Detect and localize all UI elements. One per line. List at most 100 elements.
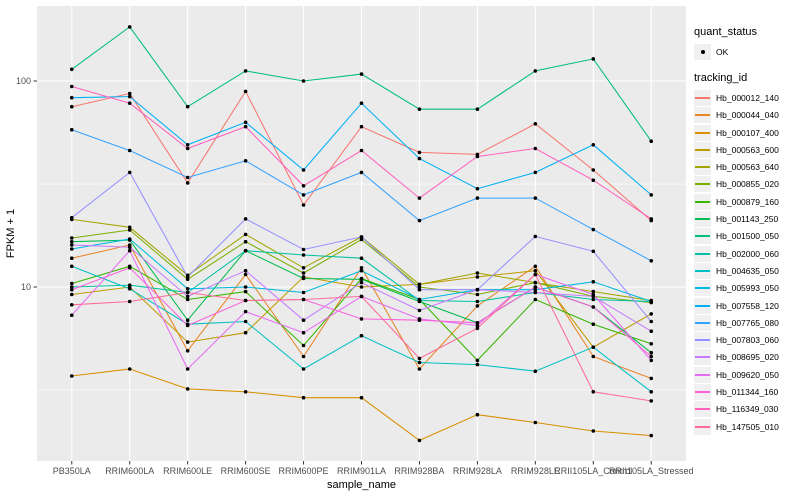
data-point [243, 309, 248, 314]
data-point [359, 333, 364, 338]
line-swatch-icon [695, 96, 710, 99]
legend-key-box [694, 159, 711, 176]
data-point [69, 236, 74, 240]
data-point [243, 390, 248, 394]
x-tick-label: RRII105LA_Control [554, 466, 632, 476]
line-swatch-icon [695, 218, 710, 221]
x-tick-label: RRII105LA_Stressed [609, 466, 694, 476]
data-point [243, 239, 248, 244]
data-point [243, 272, 248, 277]
data-point [69, 84, 74, 89]
data-point [301, 367, 306, 371]
data-point [591, 297, 596, 302]
data-point [649, 312, 654, 316]
data-point [359, 268, 364, 273]
legend-label-ok: OK [716, 46, 729, 57]
legend-item-Hb_008695_020: Hb_008695_020 [694, 349, 798, 366]
data-point [127, 283, 132, 288]
data-point [127, 248, 132, 253]
data-point [417, 367, 422, 371]
legend-label: Hb_000879_160 [716, 196, 779, 207]
data-point [591, 168, 596, 172]
legend-key-box [694, 176, 711, 193]
data-point [301, 276, 306, 281]
data-point [127, 94, 132, 99]
line-swatch-icon [695, 339, 710, 342]
data-point [475, 323, 480, 328]
legend-label: Hb_000855_020 [716, 179, 779, 190]
data-point [127, 170, 132, 175]
data-point [359, 266, 364, 270]
data-point [591, 57, 596, 61]
data-point [359, 170, 364, 175]
data-point [69, 215, 74, 220]
line-swatch-icon [695, 373, 710, 376]
data-point [533, 196, 538, 200]
data-point [301, 193, 306, 197]
legend-item-quant-ok: OK [694, 43, 798, 60]
data-point [649, 319, 654, 324]
x-tick-label: RRIM928LE [511, 466, 560, 476]
legend-title-quant-status: quant_status [694, 26, 757, 38]
legend-item-Hb_005993_050: Hb_005993_050 [694, 280, 798, 297]
legend-key-box [694, 211, 711, 228]
data-point [243, 124, 248, 129]
x-tick-label: RRIM928BA [394, 466, 444, 476]
data-point [185, 290, 190, 295]
data-point [475, 292, 480, 297]
legend-label: Hb_000563_600 [716, 144, 779, 155]
legend-item-Hb_001500_050: Hb_001500_050 [694, 228, 798, 245]
data-point [359, 235, 364, 239]
data-point [301, 330, 306, 335]
legend-label: Hb_007803_060 [716, 335, 779, 346]
data-point [185, 181, 190, 185]
legend-key-box [694, 314, 711, 331]
line-swatch-icon [695, 235, 710, 238]
legend-item-Hb_000107_400: Hb_000107_400 [694, 124, 798, 141]
legend-label: Hb_000012_140 [716, 92, 779, 103]
line-swatch-icon [695, 304, 710, 307]
legend-label: Hb_007765_080 [716, 317, 779, 328]
legend-key-box [694, 401, 711, 418]
data-point [243, 159, 248, 163]
data-point [533, 146, 538, 151]
data-point [185, 104, 190, 109]
data-point [301, 253, 306, 257]
data-point [359, 72, 364, 76]
legend-key-box [694, 43, 711, 60]
data-point [417, 107, 422, 111]
legend-label: Hb_001500_050 [716, 231, 779, 242]
data-point [591, 429, 596, 433]
data-point [359, 317, 364, 321]
data-point [649, 376, 654, 381]
data-point [185, 175, 190, 180]
data-point [417, 308, 422, 313]
data-point [127, 266, 132, 270]
data-point [417, 356, 422, 361]
legend-label: Hb_008695_020 [716, 352, 779, 363]
data-point [301, 318, 306, 323]
data-point [185, 323, 190, 328]
legend-item-Hb_007765_080: Hb_007765_080 [694, 314, 798, 331]
point-swatch-icon [700, 49, 705, 54]
x-axis-title: sample_name [327, 479, 396, 491]
legend-label: Hb_000563_640 [716, 162, 779, 173]
data-point [475, 196, 480, 200]
data-point [127, 237, 132, 241]
data-point [301, 354, 306, 359]
x-tick-label: RRIM600PE [279, 466, 329, 476]
data-point [243, 69, 248, 73]
data-point [301, 395, 306, 400]
data-point [649, 433, 654, 438]
data-point [533, 69, 538, 73]
data-point [475, 107, 480, 111]
legend-key-box [694, 141, 711, 158]
data-point [533, 122, 538, 126]
line-swatch-icon [695, 287, 710, 290]
data-point [475, 287, 480, 292]
data-point [69, 285, 74, 289]
data-point [127, 101, 132, 105]
line-swatch-icon [695, 390, 710, 393]
line-swatch-icon [695, 252, 710, 255]
